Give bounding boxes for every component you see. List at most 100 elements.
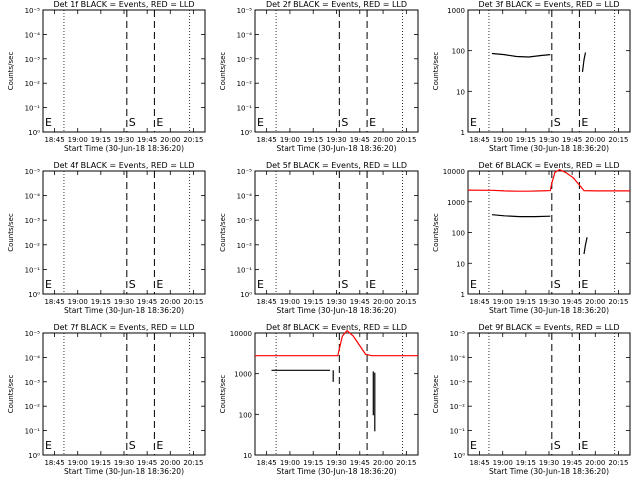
x-tick-label: 19:00 [280, 136, 300, 144]
x-tick-label: 20:15 [396, 298, 416, 306]
x-tick-label: 19:15 [91, 459, 111, 467]
y-tick-label: 10⁻⁵ [25, 168, 41, 176]
event-marker-label: E [369, 116, 376, 129]
y-tick-label: 100 [239, 411, 252, 419]
x-tick-label: 19:45 [562, 298, 582, 306]
series-line [467, 169, 630, 192]
x-tick-label: 20:00 [160, 298, 180, 306]
y-tick-label: 10⁻³ [25, 217, 41, 225]
y-tick-label: 10⁻⁴ [25, 31, 41, 39]
x-tick-label: 19:15 [303, 459, 323, 467]
y-tick-label: 10 [456, 260, 465, 268]
panel-title: Det 5f BLACK = Events, RED = LLD [266, 161, 407, 170]
y-tick-label: 10⁻³ [237, 56, 253, 64]
y-tick-label: 10⁻³ [450, 379, 466, 387]
y-tick-label: 10⁰ [28, 452, 40, 460]
plot-frame [467, 9, 631, 133]
x-tick-label: 19:45 [137, 298, 157, 306]
x-axis-label: Start Time (30-Jun-18 18:36:20) [489, 144, 609, 153]
x-tick-label: 20:15 [396, 459, 416, 467]
x-axis-label: Start Time (30-Jun-18 18:36:20) [64, 467, 184, 476]
event-marker-label: E [369, 278, 376, 291]
x-tick-label: 20:15 [183, 298, 203, 306]
event-marker-label: E [156, 278, 163, 291]
y-tick-label: 10⁻² [237, 242, 253, 250]
y-tick-label: 10⁻⁵ [237, 168, 253, 176]
plot-frame [42, 332, 206, 456]
x-tick-label: 19:30 [114, 459, 134, 467]
y-tick-label: 100 [452, 48, 465, 56]
panel-title: Det 1f BLACK = Events, RED = LLD [53, 0, 194, 9]
y-tick-label: 10⁰ [28, 129, 40, 137]
x-tick-label: 19:30 [326, 298, 346, 306]
y-tick-label: 10⁻¹ [237, 266, 253, 274]
plot-frame [42, 170, 206, 295]
y-tick-label: 10⁻⁴ [237, 31, 253, 39]
y-tick-label: 10⁻¹ [25, 428, 41, 436]
event-marker-label: S [129, 278, 136, 291]
y-tick-label: 10⁻³ [25, 379, 41, 387]
y-tick-label: 10⁻¹ [237, 105, 253, 113]
y-tick-label: 10⁻⁴ [450, 354, 466, 362]
series-line [581, 52, 587, 72]
x-tick-label: 20:00 [585, 298, 605, 306]
y-tick-label: 10000 [443, 168, 465, 176]
y-tick-label: 1000 [447, 7, 465, 15]
x-tick-label: 19:00 [493, 298, 513, 306]
y-axis-label: Counts/sec [219, 52, 227, 91]
event-marker-label: E [257, 116, 264, 129]
event-marker-label: E [45, 278, 52, 291]
y-tick-label: 1000 [234, 371, 252, 379]
panel-6: Det 6f BLACK = Events, RED = LLD 18:45 19:… [432, 161, 631, 315]
event-marker-label: E [156, 116, 163, 129]
y-tick-label: 10⁻² [25, 80, 41, 88]
plot-frame [467, 332, 631, 456]
x-tick-label: 18:45 [257, 298, 277, 306]
y-tick-label: 10⁻⁵ [237, 7, 253, 15]
series-line [583, 237, 588, 255]
x-axis-label: Start Time (30-Jun-18 18:36:20) [277, 306, 397, 315]
series-line [255, 329, 418, 357]
x-tick-label: 20:00 [585, 136, 605, 144]
x-tick-label: 19:30 [539, 136, 559, 144]
event-marker-label: S [129, 116, 136, 129]
y-axis-label: Counts/sec [7, 213, 15, 252]
panel-3: Det 3f BLACK = Events, RED = LLD 18:45 19:… [432, 0, 631, 153]
y-tick-label: 10⁻² [25, 242, 41, 250]
y-axis-label: Counts/sec [219, 213, 227, 252]
panel-title: Det 8f BLACK = Events, RED = LLD [266, 323, 407, 332]
y-tick-label: 10⁻⁵ [25, 7, 41, 15]
x-axis-label: Start Time (30-Jun-18 18:36:20) [64, 144, 184, 153]
event-marker-label: E [470, 439, 477, 452]
event-marker-label: E [470, 116, 477, 129]
panel-title: Det 7f BLACK = Events, RED = LLD [53, 323, 194, 332]
x-tick-label: 19:00 [493, 459, 513, 467]
y-tick-label: 10⁻² [450, 403, 466, 411]
y-axis-label: Counts/sec [7, 52, 15, 91]
x-tick-label: 18:45 [469, 136, 489, 144]
x-tick-label: 19:15 [91, 298, 111, 306]
y-tick-label: 1 [461, 129, 465, 137]
x-tick-label: 18:45 [257, 459, 277, 467]
x-axis-label: Start Time (30-Jun-18 18:36:20) [277, 144, 397, 153]
event-marker-label: E [470, 278, 477, 291]
event-marker-label: E [45, 439, 52, 452]
y-tick-label: 10⁻⁴ [25, 354, 41, 362]
plot-frame [254, 9, 419, 133]
x-tick-label: 19:00 [280, 298, 300, 306]
event-marker-label: E [156, 439, 163, 452]
y-axis-label: Counts/sec [7, 375, 15, 414]
y-tick-label: 100 [452, 230, 465, 238]
x-tick-label: 19:00 [280, 459, 300, 467]
x-axis-label: Start Time (30-Jun-18 18:36:20) [489, 306, 609, 315]
event-marker-label: S [554, 116, 561, 129]
event-marker-label: S [554, 278, 561, 291]
panel-title: Det 4f BLACK = Events, RED = LLD [53, 161, 194, 170]
x-tick-label: 19:15 [516, 136, 536, 144]
x-tick-label: 19:00 [68, 459, 88, 467]
x-axis-label: Start Time (30-Jun-18 18:36:20) [489, 467, 609, 476]
y-tick-label: 10⁰ [453, 452, 465, 460]
x-tick-label: 19:30 [539, 459, 559, 467]
